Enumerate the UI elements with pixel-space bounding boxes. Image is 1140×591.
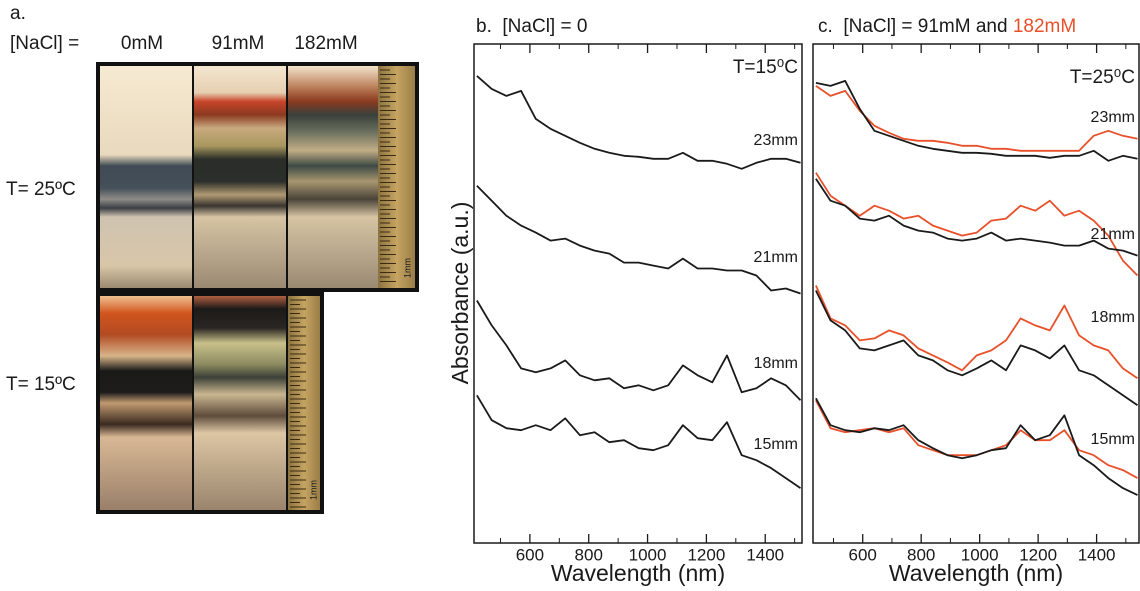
curve-label: 23mm [754,132,798,149]
panel-label: a. [10,3,26,24]
y-axis-label: Absorbance (a.u.) [447,202,473,385]
curve-label: 18mm [754,355,798,372]
plot-frame [473,43,803,544]
spectrum-line [815,80,1138,162]
ruler [378,66,415,288]
tube [288,66,378,288]
tube [100,296,192,510]
x-tick-label: 1000 [961,545,999,564]
annotation: T=15⁰C [733,57,798,78]
x-tick-label: 1400 [746,545,784,564]
curve-label: 21mm [1091,226,1135,243]
column-label: 91mM [212,33,265,54]
title-highlight: 182mM [1013,16,1076,37]
x-tick-label: 1200 [1019,545,1057,564]
annotation: T=25⁰C [1070,67,1135,88]
tube [194,66,286,288]
row-label: T= 25ºC [6,179,76,200]
x-tick-label: 1400 [1078,545,1116,564]
scale-label: 1mm [308,480,318,500]
title-text: c. [NaCl] = 91mM and [818,16,1013,37]
spectrum-line [476,75,801,170]
spectrum-line [476,300,802,401]
column-label: 0mM [121,33,163,54]
plot-frame [812,43,1140,544]
chart-title: c. [NaCl] = 91mM and 182mM [818,16,1076,37]
spectrum-line [476,185,801,295]
x-axis-label: Wavelength (nm) [889,560,1063,586]
nacl-label: [NaCl] = [10,33,79,54]
spectrum-line [815,290,1139,407]
spectrum-line [476,394,802,489]
spectrum-line [815,399,1138,479]
spectrum-line [815,397,1138,496]
row-label: T= 15ºC [6,374,76,395]
chart-title: b. [NaCl] = 0 [476,16,587,37]
spectrum-line [815,178,1138,257]
x-tick-label: 600 [849,545,877,564]
curve-label: 18mm [1091,309,1135,326]
column-label: 182mM [294,33,357,54]
x-tick-label: 800 [575,545,603,564]
curve-label: 15mm [754,436,798,453]
spectrum-line [815,172,1139,277]
tube [194,296,286,510]
curve-label: 21mm [754,249,798,266]
spectrum-line [815,285,1139,380]
x-tick-label: 1000 [629,545,667,564]
x-tick-label: 800 [907,545,935,564]
spectrum-line [815,85,1138,152]
ruler-ticks [290,69,396,508]
scale-label: 1mm [402,258,412,278]
curve-label: 15mm [1091,431,1135,448]
curve-label: 23mm [1091,109,1135,126]
x-axis-label: Wavelength (nm) [551,560,725,586]
x-tick-label: 1200 [687,545,725,564]
tube [100,66,192,288]
x-tick-label: 600 [516,545,544,564]
photo-panel: a. [NaCl] = 0mM 91mM 182mM T= 25ºC T= 15… [6,3,419,514]
